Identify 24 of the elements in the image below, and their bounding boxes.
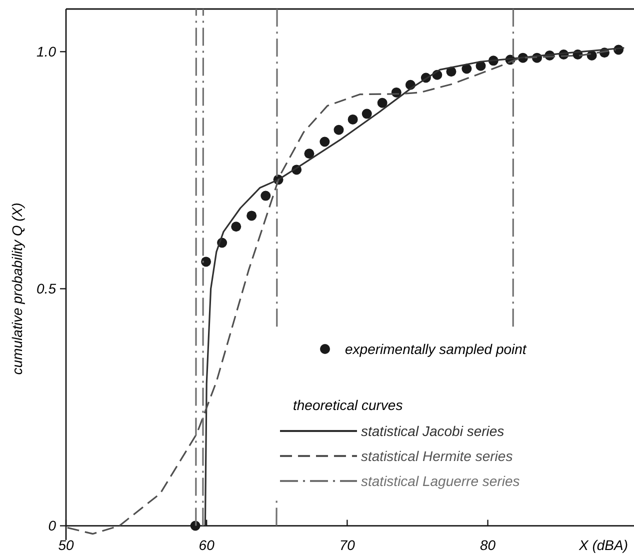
point (260, 190, 271, 201)
y-axis-title: cumulative probability Q (X) (9, 202, 25, 375)
x-tick-label: 80 (480, 537, 496, 553)
y-tick-label: 0.5 (36, 280, 56, 297)
text: statistical Hermite series (361, 448, 513, 464)
point (362, 108, 372, 119)
point (304, 148, 314, 159)
text: statistical Jacobi series (361, 422, 504, 439)
legend-title: theoretical curves (293, 396, 403, 413)
point (377, 98, 388, 108)
point (246, 210, 257, 221)
y-tick-label: 1.0 (36, 44, 56, 60)
point (320, 136, 330, 147)
point (201, 256, 212, 267)
x-tick-label: 60 (198, 537, 215, 553)
point (231, 222, 242, 232)
point (334, 124, 344, 135)
point (348, 114, 358, 124)
y-tick-label: 0 (48, 518, 56, 534)
legend-label: experimentally sampled point (345, 340, 528, 357)
text: statistical Laguerre series (361, 472, 520, 489)
x-tick-label: 70 (339, 537, 356, 553)
x-tick-label: 50 (58, 537, 74, 553)
x-axis-title: X (dBA) (578, 537, 628, 553)
